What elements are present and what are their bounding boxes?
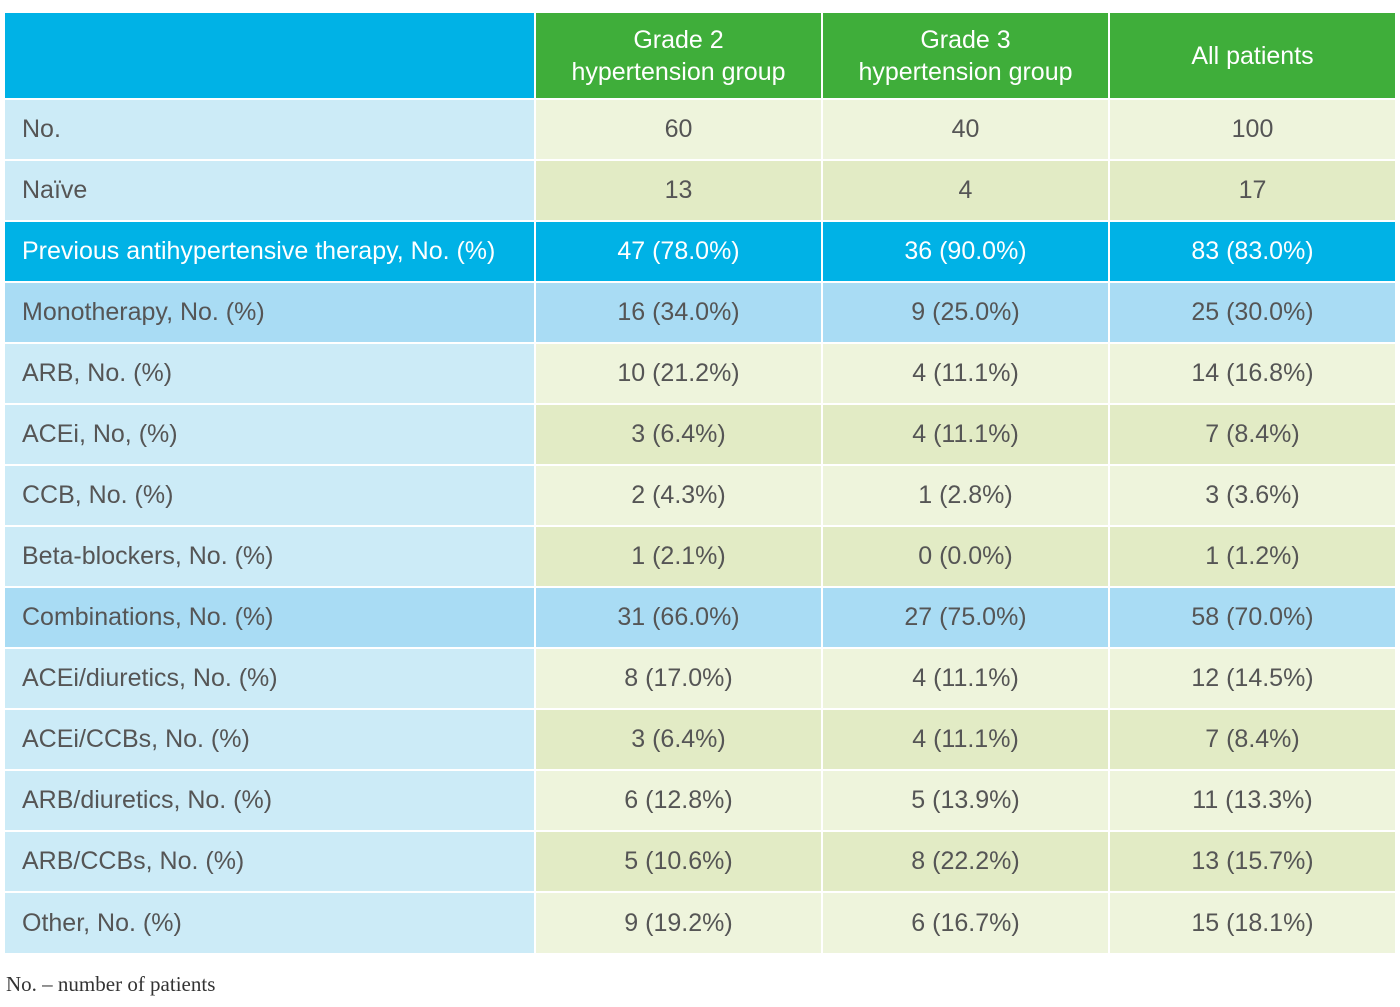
therapy-table: Grade 2 hypertension group Grade 3 hyper… [5, 13, 1395, 953]
cell-all: 7 (8.4%) [1108, 403, 1395, 466]
table-row: ARB/CCBs, No. (%) 5 (10.6%) 8 (22.2%) 13… [5, 830, 1395, 893]
cell-grade2: 6 (12.8%) [534, 769, 823, 832]
cell-all: 7 (8.4%) [1108, 708, 1395, 771]
cell-grade2: 3 (6.4%) [534, 708, 823, 771]
cell-grade2: 1 (2.1%) [534, 525, 823, 588]
header-row: Grade 2 hypertension group Grade 3 hyper… [5, 13, 1395, 100]
therapy-table-container: Grade 2 hypertension group Grade 3 hyper… [5, 13, 1395, 953]
table-row: CCB, No. (%) 2 (4.3%) 1 (2.8%) 3 (3.6%) [5, 464, 1395, 527]
header-grade3-line1: Grade 3 [920, 25, 1011, 54]
header-grade2-line2: hypertension group [571, 57, 786, 86]
cell-grade2: 60 [534, 98, 823, 161]
row-label: Other, No. (%) [5, 891, 536, 953]
cell-grade3: 5 (13.9%) [821, 769, 1110, 832]
header-grade3-line2: hypertension group [858, 57, 1073, 86]
cell-all: 17 [1108, 159, 1395, 222]
cell-grade3: 4 (11.1%) [821, 708, 1110, 771]
row-label: Beta-blockers, No. (%) [5, 525, 536, 588]
cell-grade2: 16 (34.0%) [534, 281, 823, 344]
table-row-section: Monotherapy, No. (%) 16 (34.0%) 9 (25.0%… [5, 281, 1395, 344]
cell-grade2: 5 (10.6%) [534, 830, 823, 893]
table-row: ARB, No. (%) 10 (21.2%) 4 (11.1%) 14 (16… [5, 342, 1395, 405]
cell-all: 100 [1108, 98, 1395, 161]
cell-all: 83 (83.0%) [1108, 220, 1395, 283]
cell-grade2: 13 [534, 159, 823, 222]
table-row: Beta-blockers, No. (%) 1 (2.1%) 0 (0.0%)… [5, 525, 1395, 588]
table-row: ACEi/CCBs, No. (%) 3 (6.4%) 4 (11.1%) 7 … [5, 708, 1395, 771]
cell-grade2: 3 (6.4%) [534, 403, 823, 466]
cell-all: 25 (30.0%) [1108, 281, 1395, 344]
table-row: ACEi, No, (%) 3 (6.4%) 4 (11.1%) 7 (8.4%… [5, 403, 1395, 466]
table-row: ACEi/diuretics, No. (%) 8 (17.0%) 4 (11.… [5, 647, 1395, 710]
cell-grade3: 27 (75.0%) [821, 586, 1110, 649]
row-label: Monotherapy, No. (%) [5, 281, 536, 344]
cell-all: 58 (70.0%) [1108, 586, 1395, 649]
cell-all: 3 (3.6%) [1108, 464, 1395, 527]
cell-grade3: 4 (11.1%) [821, 342, 1110, 405]
row-label: ACEi/CCBs, No. (%) [5, 708, 536, 771]
header-all-patients: All patients [1108, 13, 1395, 100]
table-row-highlight: Previous antihypertensive therapy, No. (… [5, 220, 1395, 283]
cell-grade3: 0 (0.0%) [821, 525, 1110, 588]
cell-all: 11 (13.3%) [1108, 769, 1395, 832]
cell-grade2: 31 (66.0%) [534, 586, 823, 649]
table-row-section: Combinations, No. (%) 31 (66.0%) 27 (75.… [5, 586, 1395, 649]
row-label: CCB, No. (%) [5, 464, 536, 527]
cell-grade3: 4 (11.1%) [821, 647, 1110, 710]
cell-grade3: 8 (22.2%) [821, 830, 1110, 893]
cell-all: 1 (1.2%) [1108, 525, 1395, 588]
cell-grade3: 9 (25.0%) [821, 281, 1110, 344]
row-label: ACEi/diuretics, No. (%) [5, 647, 536, 710]
row-label: ACEi, No, (%) [5, 403, 536, 466]
cell-grade2: 10 (21.2%) [534, 342, 823, 405]
header-grade2-line1: Grade 2 [633, 25, 724, 54]
cell-grade3: 4 [821, 159, 1110, 222]
row-label: Previous antihypertensive therapy, No. (… [5, 220, 536, 283]
cell-grade2: 9 (19.2%) [534, 891, 823, 953]
cell-grade2: 8 (17.0%) [534, 647, 823, 710]
row-label: Naïve [5, 159, 536, 222]
header-grade2: Grade 2 hypertension group [534, 13, 823, 100]
table-row: Naïve 13 4 17 [5, 159, 1395, 222]
table-row: Other, No. (%) 9 (19.2%) 6 (16.7%) 15 (1… [5, 891, 1395, 953]
row-label: ARB/diuretics, No. (%) [5, 769, 536, 832]
cell-grade2: 47 (78.0%) [534, 220, 823, 283]
table-row: No. 60 40 100 [5, 98, 1395, 161]
row-label: Combinations, No. (%) [5, 586, 536, 649]
header-grade3: Grade 3 hypertension group [821, 13, 1110, 100]
cell-grade3: 6 (16.7%) [821, 891, 1110, 953]
row-label: No. [5, 98, 536, 161]
table-row: ARB/diuretics, No. (%) 6 (12.8%) 5 (13.9… [5, 769, 1395, 832]
cell-grade3: 1 (2.8%) [821, 464, 1110, 527]
cell-grade2: 2 (4.3%) [534, 464, 823, 527]
cell-all: 12 (14.5%) [1108, 647, 1395, 710]
row-label: ARB, No. (%) [5, 342, 536, 405]
header-corner-cell [5, 13, 536, 100]
footnote: No. – number of patients [6, 972, 216, 996]
cell-grade3: 40 [821, 98, 1110, 161]
cell-all: 14 (16.8%) [1108, 342, 1395, 405]
cell-grade3: 4 (11.1%) [821, 403, 1110, 466]
row-label: ARB/CCBs, No. (%) [5, 830, 536, 893]
cell-grade3: 36 (90.0%) [821, 220, 1110, 283]
cell-all: 13 (15.7%) [1108, 830, 1395, 893]
cell-all: 15 (18.1%) [1108, 891, 1395, 953]
